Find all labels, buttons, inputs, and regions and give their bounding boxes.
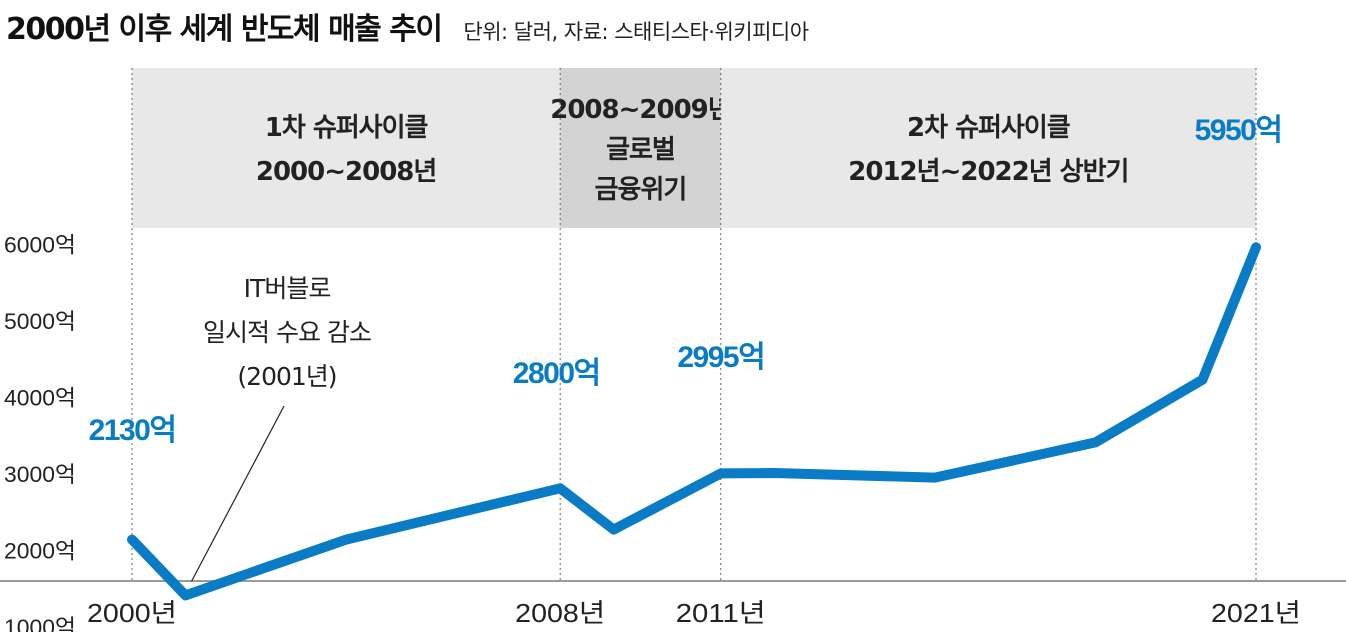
data-point bbox=[716, 468, 726, 478]
annotation-leader-line bbox=[190, 405, 285, 582]
period-band-label: 2008~2009년 bbox=[550, 95, 730, 125]
x-tick-label: 2021년 bbox=[1211, 598, 1301, 628]
period-band bbox=[560, 68, 721, 228]
y-tick-label: 2000억 bbox=[4, 539, 76, 564]
data-label: 5950억 bbox=[1195, 114, 1282, 147]
data-point bbox=[1197, 375, 1207, 385]
period-band bbox=[132, 68, 561, 228]
data-point bbox=[341, 535, 351, 545]
x-tick-label: 2011년 bbox=[676, 598, 766, 628]
period-band-label: 2차 슈퍼사이클 bbox=[907, 113, 1070, 143]
y-tick-label: 3000억 bbox=[4, 462, 76, 487]
annotation-text: 일시적 수요 감소 bbox=[203, 318, 371, 347]
data-label: 2995억 bbox=[677, 341, 764, 374]
chart-source-note: 단위: 달러, 자료: 스태티스타·위키피디아 bbox=[463, 20, 809, 44]
period-band-label: 1차 슈퍼사이클 bbox=[265, 113, 428, 143]
chart-header: 2000년 이후 세계 반도체 매출 추이 단위: 달러, 자료: 스태티스타·… bbox=[6, 4, 809, 47]
data-label: 2130억 bbox=[89, 414, 176, 447]
x-tick-label: 2008년 bbox=[515, 598, 605, 628]
annotation-text: IT버블로 bbox=[244, 274, 331, 303]
data-point bbox=[181, 590, 191, 600]
data-point bbox=[769, 468, 779, 478]
annotation-text: (2001년) bbox=[237, 362, 336, 391]
y-tick-label: 4000억 bbox=[4, 386, 76, 411]
data-label: 2800억 bbox=[513, 357, 600, 390]
y-tick-label: 5000억 bbox=[4, 309, 76, 334]
data-point bbox=[127, 535, 137, 545]
y-tick-label: 1000억 bbox=[4, 615, 76, 632]
period-band-label: 금융위기 bbox=[595, 175, 687, 205]
chart-title: 2000년 이후 세계 반도체 매출 추이 bbox=[6, 12, 443, 47]
period-band-label: 2000~2008년 bbox=[256, 157, 436, 187]
data-point bbox=[609, 525, 619, 535]
x-tick-label: 2000년 bbox=[87, 598, 177, 628]
period-band bbox=[720, 68, 1256, 228]
data-point bbox=[555, 483, 565, 493]
y-tick-label: 6000억 bbox=[4, 233, 76, 258]
period-band-label: 글로벌 bbox=[606, 135, 675, 165]
period-band-label: 2012년~2022년 상반기 bbox=[848, 157, 1128, 187]
data-point bbox=[1251, 242, 1261, 252]
data-point bbox=[1090, 437, 1100, 447]
data-point bbox=[930, 473, 940, 483]
